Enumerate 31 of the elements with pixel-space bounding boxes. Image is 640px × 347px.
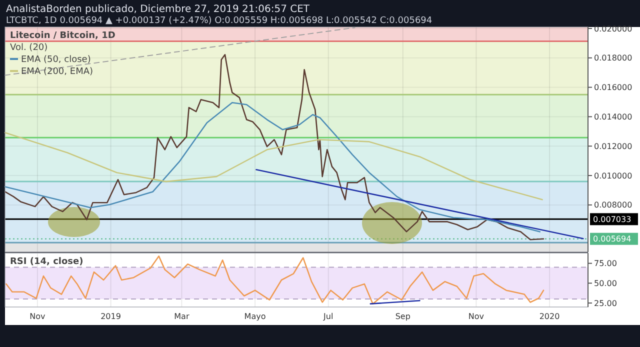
line-series [4,132,543,200]
line-series [4,54,544,240]
y-tick-label: 50.00 [594,278,617,288]
chart-title: RSI (14, close) [10,257,84,267]
line-series [4,102,541,232]
x-tick-label: Mayo [244,312,266,321]
y-tick-label: 0.012000 [594,142,632,151]
y-tick-label: 0.016000 [594,83,632,92]
y-tick-label: 0.010000 [594,171,632,180]
y-tick-label: 75.00 [594,259,617,268]
x-tick-label: Nov [30,312,46,321]
ref-line-label: 0.007033 [593,214,632,224]
x-tick-label: Mar [174,312,190,321]
y-tick-label: 0.008000 [594,200,632,210]
x-tick-label: Jul [322,312,334,321]
y-tick-label: 25.00 [594,298,617,308]
x-tick-label: Nov [468,312,484,321]
x-tick-label: 2020 [539,312,560,321]
x-tick-label: Sep [395,312,410,321]
chart-subtitle: AnalistaBorden publicado, Diciembre 27, 2019 21:06:57 CET [6,4,310,15]
annotation: Vol. (20) [10,43,48,53]
x-tick-label: 2019 [100,312,121,321]
line-series [6,256,544,304]
legend-label: EMA (50, close) [21,55,91,65]
y-tick-label: 0.018000 [594,54,632,63]
y-tick-label: 0.020000 [594,24,632,34]
y-tick-label: 0.014000 [594,112,632,122]
text: LTCBTC, 1D 0.005694 ▲ +0.000137 (+2.47%) O:0.005559 H:0.005698 L:0.005542 C:0.005694 [6,16,432,26]
legend-label: EMA (200, EMA) [21,67,93,77]
ref-line-label: 0.005694 [593,234,632,244]
text: Litecoin / Bitcoin, 1D [10,31,116,41]
